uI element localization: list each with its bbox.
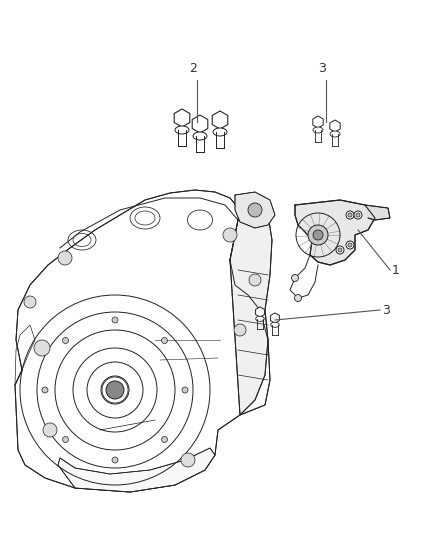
Ellipse shape bbox=[330, 131, 340, 137]
Ellipse shape bbox=[162, 337, 167, 343]
Ellipse shape bbox=[338, 248, 342, 252]
Ellipse shape bbox=[24, 296, 36, 308]
Ellipse shape bbox=[354, 211, 362, 219]
Ellipse shape bbox=[292, 274, 299, 281]
Ellipse shape bbox=[346, 241, 354, 249]
Ellipse shape bbox=[248, 203, 262, 217]
Ellipse shape bbox=[213, 128, 227, 136]
Polygon shape bbox=[192, 115, 208, 133]
Ellipse shape bbox=[106, 381, 124, 399]
Ellipse shape bbox=[348, 213, 352, 217]
Ellipse shape bbox=[356, 213, 360, 217]
Text: 3: 3 bbox=[318, 62, 326, 75]
Text: 2: 2 bbox=[189, 62, 197, 75]
Ellipse shape bbox=[256, 316, 264, 321]
Ellipse shape bbox=[63, 437, 68, 442]
Polygon shape bbox=[212, 111, 228, 129]
Polygon shape bbox=[256, 307, 265, 317]
Ellipse shape bbox=[112, 317, 118, 323]
Polygon shape bbox=[330, 120, 340, 132]
Ellipse shape bbox=[336, 246, 344, 254]
Ellipse shape bbox=[182, 387, 188, 393]
Ellipse shape bbox=[234, 324, 246, 336]
Ellipse shape bbox=[112, 457, 118, 463]
PathPatch shape bbox=[58, 448, 215, 492]
Ellipse shape bbox=[58, 251, 72, 265]
PathPatch shape bbox=[235, 192, 275, 228]
Ellipse shape bbox=[346, 211, 354, 219]
Polygon shape bbox=[271, 313, 279, 323]
Ellipse shape bbox=[42, 387, 48, 393]
PathPatch shape bbox=[15, 190, 270, 492]
Ellipse shape bbox=[348, 243, 352, 247]
Ellipse shape bbox=[63, 337, 68, 343]
Text: 1: 1 bbox=[392, 263, 400, 277]
Ellipse shape bbox=[313, 127, 323, 133]
Ellipse shape bbox=[313, 230, 323, 240]
Ellipse shape bbox=[271, 322, 279, 327]
Ellipse shape bbox=[34, 340, 50, 356]
PathPatch shape bbox=[230, 205, 272, 415]
Polygon shape bbox=[313, 116, 323, 128]
Ellipse shape bbox=[294, 295, 301, 302]
Ellipse shape bbox=[43, 423, 57, 437]
Ellipse shape bbox=[308, 225, 328, 245]
Ellipse shape bbox=[249, 274, 261, 286]
Ellipse shape bbox=[162, 437, 167, 442]
PathPatch shape bbox=[365, 205, 390, 220]
Ellipse shape bbox=[193, 132, 207, 140]
Text: 3: 3 bbox=[382, 303, 390, 317]
Ellipse shape bbox=[175, 126, 189, 134]
PathPatch shape bbox=[295, 200, 375, 265]
Ellipse shape bbox=[181, 453, 195, 467]
Polygon shape bbox=[174, 109, 190, 127]
Ellipse shape bbox=[223, 228, 237, 242]
